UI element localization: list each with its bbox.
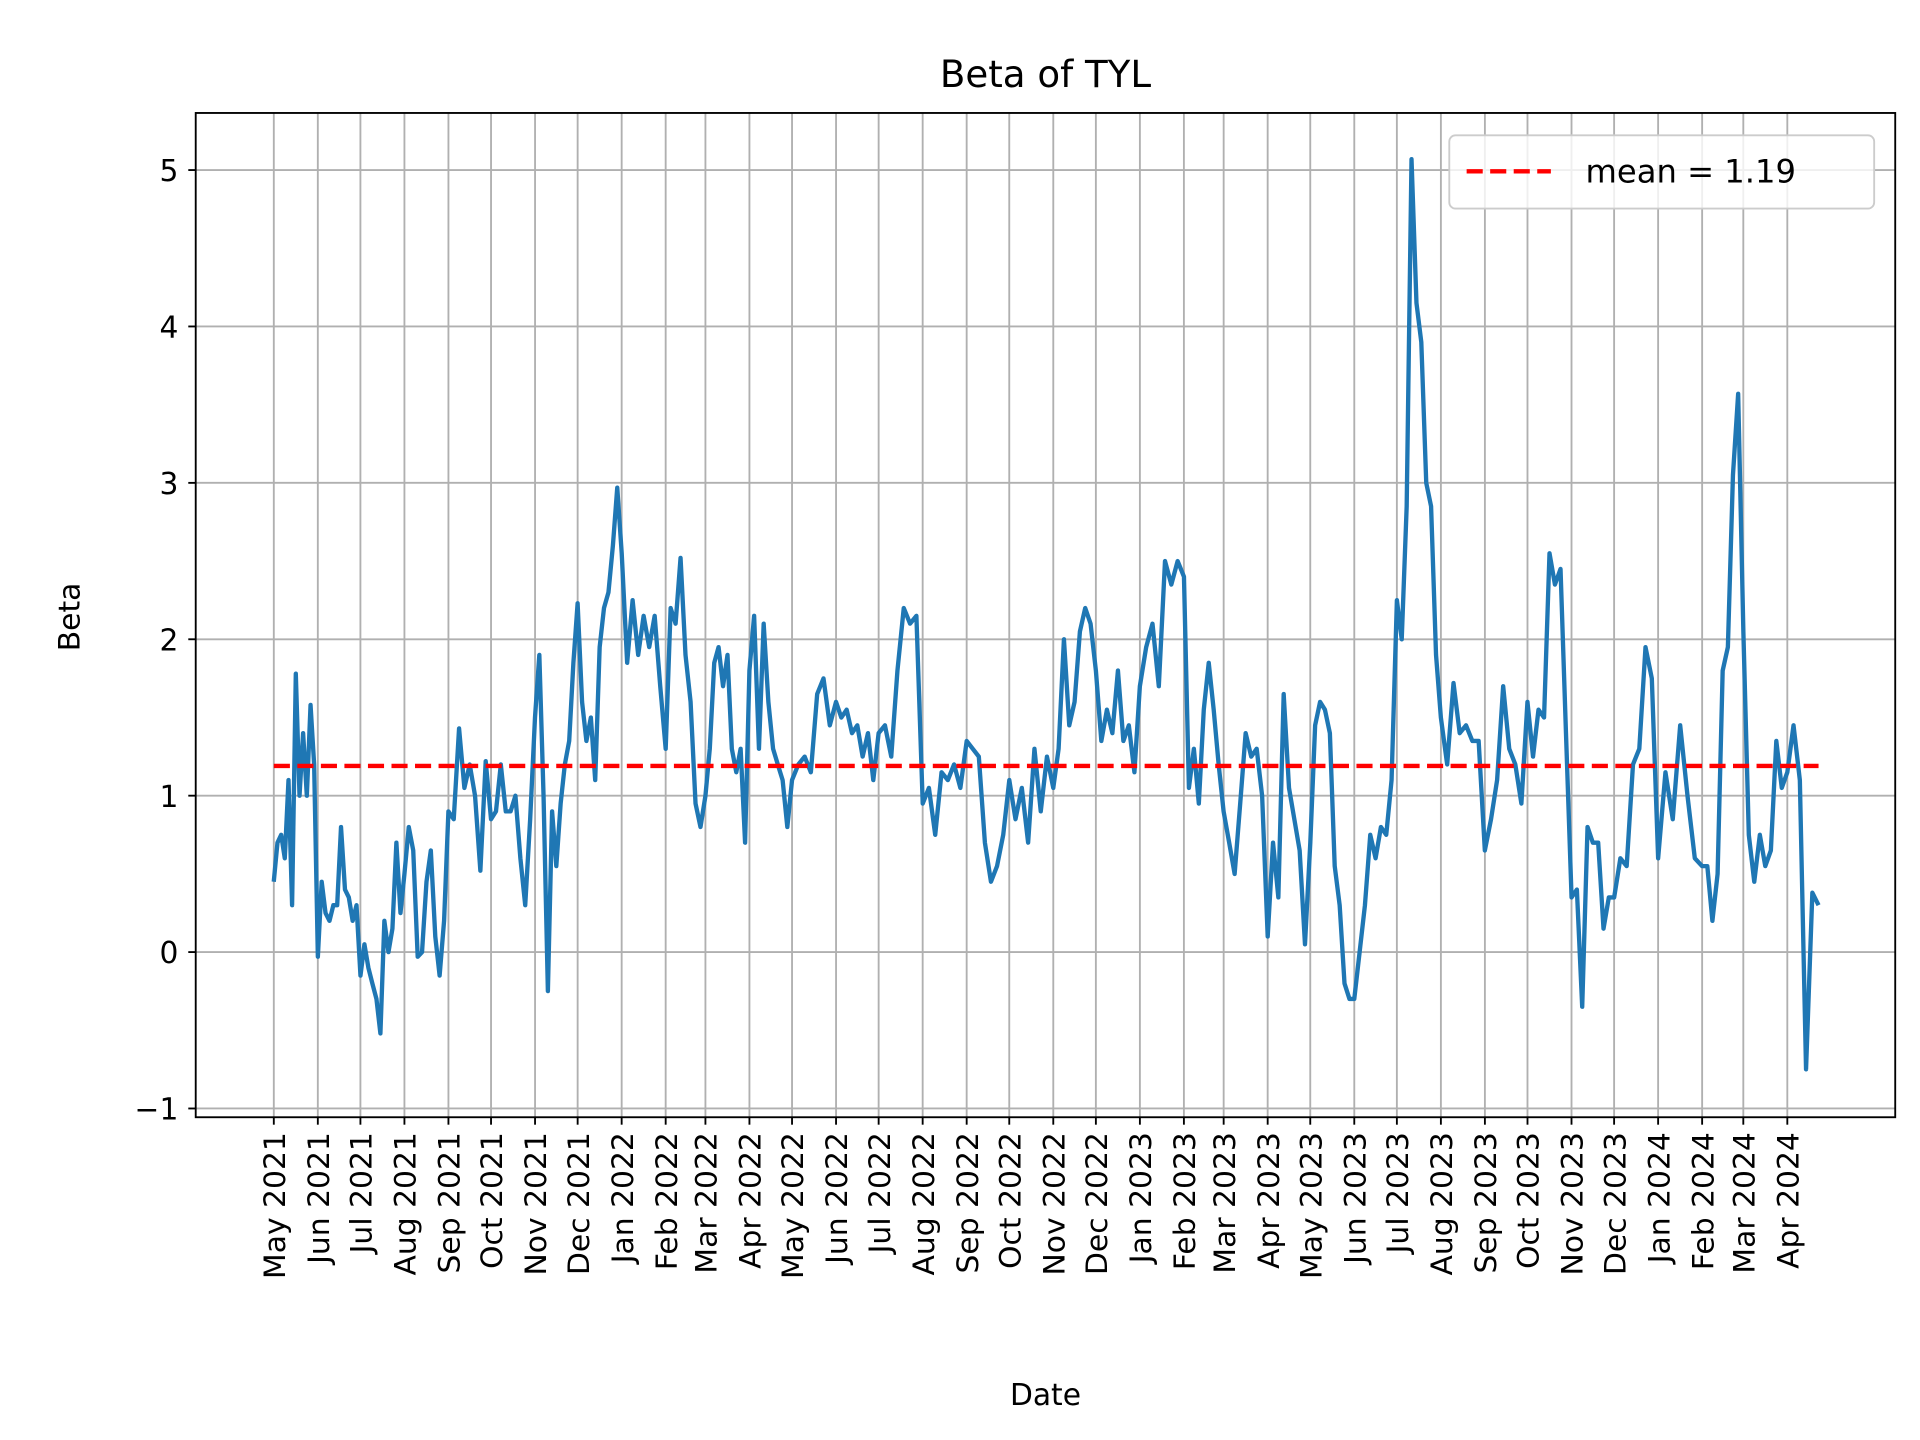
x-tick-label: Sep 2022 (951, 1132, 986, 1273)
x-tick-label: Aug 2022 (907, 1132, 942, 1275)
x-tick-label: Jun 2021 (302, 1132, 337, 1266)
x-tick-label: May 2022 (776, 1132, 811, 1279)
x-tick-label: Jan 2023 (1124, 1132, 1159, 1265)
x-tick-label: Mar 2024 (1727, 1132, 1762, 1273)
x-tick-label: Nov 2022 (1037, 1132, 1072, 1275)
x-tick-label: Aug 2021 (389, 1132, 424, 1275)
y-tick-label: 4 (159, 311, 178, 346)
x-tick-label: Nov 2021 (519, 1132, 554, 1275)
axes-frame (194, 112, 1897, 1119)
plot-area (271, 156, 1821, 1072)
x-tick-label: Jul 2022 (863, 1132, 898, 1255)
x-tick-label: Jun 2023 (1338, 1132, 1373, 1266)
legend-mean-label: mean = 1.19 (1586, 152, 1796, 190)
x-tick-label: Sep 2023 (1469, 1132, 1504, 1273)
x-tick-label: Apr 2023 (1252, 1132, 1287, 1269)
x-tick-label: Feb 2024 (1686, 1132, 1721, 1270)
x-axis-label: Date (1010, 1378, 1081, 1413)
x-tick-label: Jun 2022 (820, 1132, 855, 1266)
y-tick-label: 3 (159, 467, 178, 502)
y-tick-label: 0 (159, 936, 178, 971)
y-axis-label: Beta (52, 583, 87, 652)
x-tick-label: Jan 2022 (606, 1132, 641, 1265)
x-tick-label: May 2021 (258, 1132, 293, 1279)
x-tick-label: Feb 2022 (650, 1132, 685, 1270)
x-tick-label: Oct 2022 (993, 1132, 1028, 1269)
x-tick-label: Nov 2023 (1556, 1132, 1591, 1275)
legend: mean = 1.19 (1448, 134, 1876, 210)
y-tick-label: 5 (159, 154, 178, 189)
x-axis: May 2021 Jun 2021 Jul 2021 Aug 2021 Sep 2021… (258, 1117, 1806, 1279)
x-tick-label: Jul 2023 (1381, 1132, 1416, 1255)
y-tick-label: 2 (159, 623, 178, 658)
y-tick-label: −1 (135, 1093, 179, 1128)
x-tick-label: Aug 2023 (1425, 1132, 1460, 1275)
x-tick-label: Jan 2024 (1642, 1132, 1677, 1265)
x-tick-label: Apr 2022 (734, 1132, 769, 1269)
x-tick-label: Mar 2022 (690, 1132, 725, 1273)
x-tick-label: Dec 2023 (1598, 1132, 1633, 1275)
x-tick-label: Apr 2024 (1771, 1132, 1806, 1269)
chart-title: Beta of TYL (940, 52, 1151, 96)
legend-box (1448, 134, 1876, 210)
x-tick-label: Jul 2021 (345, 1132, 380, 1255)
y-tick-label: 1 (159, 780, 178, 815)
x-tick-label: Feb 2023 (1168, 1132, 1203, 1270)
x-tick-label: Oct 2023 (1512, 1132, 1547, 1269)
y-axis: −1 0 1 2 3 4 5 (135, 154, 196, 1128)
x-tick-label: Mar 2023 (1208, 1132, 1243, 1273)
x-tick-label: Dec 2022 (1080, 1132, 1115, 1275)
x-tick-label: May 2023 (1294, 1132, 1329, 1279)
x-tick-label: Oct 2021 (475, 1132, 510, 1269)
beta-series-line (271, 156, 1821, 1072)
grid (195, 112, 1896, 1118)
x-tick-label: Dec 2021 (562, 1132, 597, 1275)
x-tick-label: Sep 2021 (433, 1132, 468, 1273)
